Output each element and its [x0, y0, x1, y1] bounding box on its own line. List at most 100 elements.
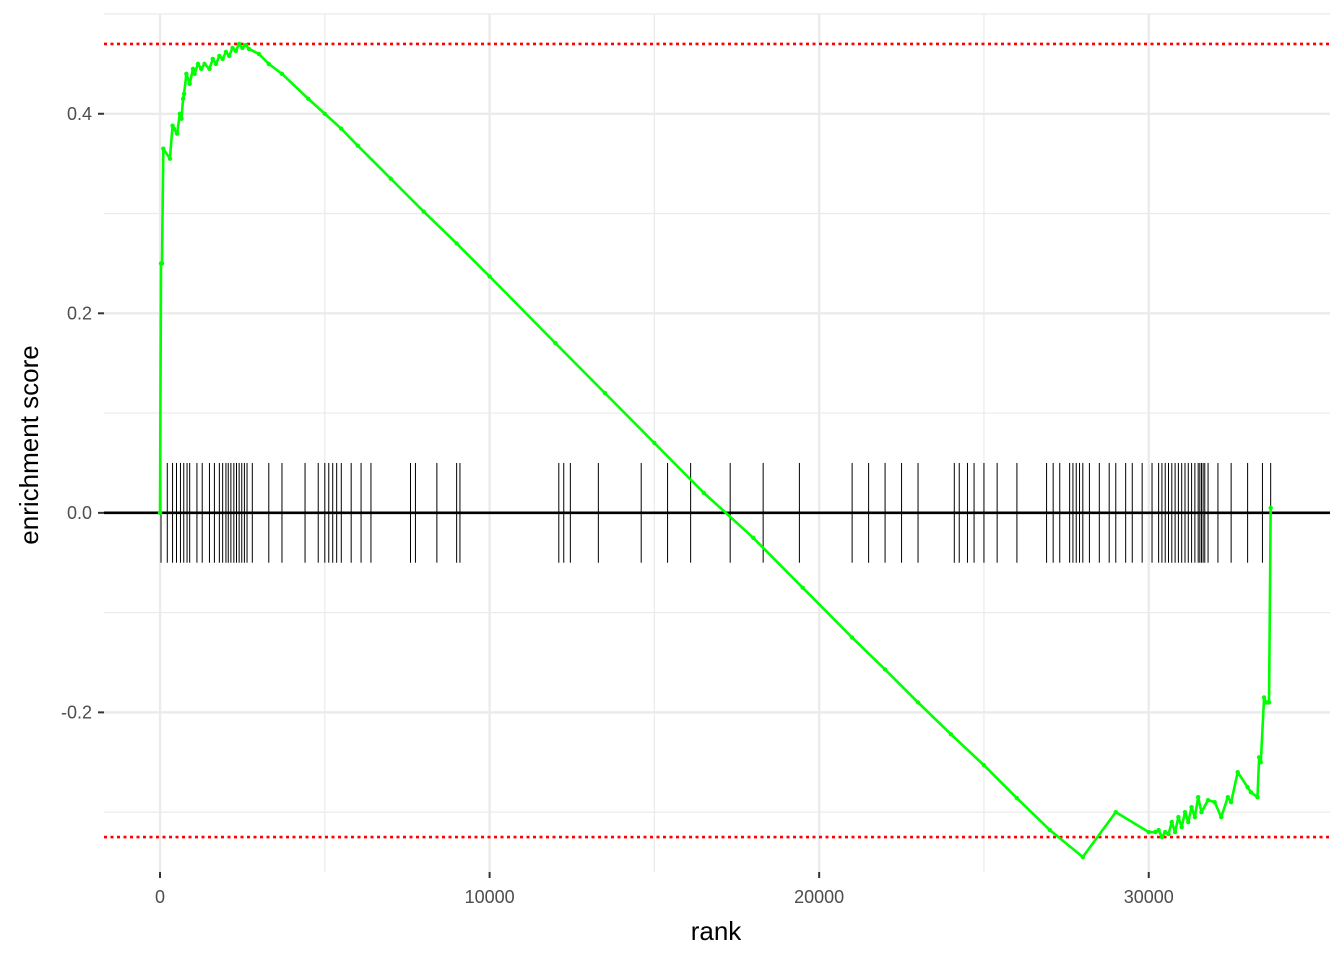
enrichment-point	[322, 111, 328, 116]
enrichment-point	[849, 635, 855, 640]
enrichment-point	[266, 61, 271, 67]
gridlines	[104, 13, 1330, 872]
x-tick-label: 30000	[1124, 887, 1174, 907]
enrichment-point	[1163, 829, 1168, 835]
enrichment-point	[1153, 829, 1158, 835]
enrichment-point	[159, 261, 165, 266]
enrichment-point	[227, 53, 232, 59]
enrichment-point	[981, 763, 987, 768]
enrichment-point	[202, 61, 207, 67]
x-tick-label: 0	[155, 887, 165, 907]
enrichment-point	[1212, 799, 1217, 805]
enrichment-point	[179, 116, 184, 121]
enrichment-point	[223, 49, 229, 55]
enrichment-point	[187, 81, 192, 87]
enrichment-point	[1225, 794, 1231, 800]
enrichment-point	[1258, 760, 1263, 765]
y-tick-label: 0.2	[67, 303, 92, 323]
enrichment-point	[213, 61, 219, 67]
enrichment-point	[192, 71, 197, 77]
enrichment-point	[1235, 770, 1240, 775]
enrichment-point	[1195, 794, 1201, 800]
enrichment-point	[181, 91, 187, 97]
enrichment-point	[948, 732, 954, 737]
enrichment-point	[1248, 789, 1254, 795]
enrichment-point	[230, 45, 235, 51]
enrichment-point	[1179, 824, 1184, 830]
enrichment-point	[240, 45, 245, 51]
enrichment-point	[1189, 804, 1194, 810]
enrichment-point	[1047, 827, 1053, 833]
enrichment-point	[1080, 854, 1086, 860]
enrichment-curve	[157, 41, 1273, 860]
enrichment-point	[1268, 505, 1273, 511]
enrichment-point	[207, 66, 212, 72]
enrichment-point	[487, 274, 492, 279]
enrichment-point	[1156, 827, 1161, 833]
enrichment-point	[1186, 819, 1191, 825]
enrichment-point	[306, 96, 311, 102]
threshold-lines	[104, 42, 1330, 839]
enrichment-point	[882, 667, 888, 672]
enrichment-point	[1205, 797, 1211, 803]
enrichment-point	[1169, 819, 1175, 825]
enrichment-point	[190, 66, 196, 72]
enrichment-point	[1176, 814, 1181, 820]
enrichment-point	[1172, 829, 1178, 835]
enrichment-point	[652, 440, 657, 446]
enrichment-point	[454, 241, 459, 246]
enrichment-point	[355, 143, 360, 148]
y-axis-title: enrichment score	[14, 345, 44, 544]
y-tick-label: 0.4	[67, 104, 92, 124]
enrichment-point	[800, 585, 805, 590]
enrichment-point	[1159, 834, 1165, 840]
enrichment-point	[184, 71, 189, 77]
enrichment-point	[1182, 809, 1188, 815]
enrichment-point	[1261, 695, 1267, 700]
x-tick-label: 10000	[465, 887, 515, 907]
x-tick-label: 20000	[794, 887, 844, 907]
enrichment-point	[1192, 814, 1198, 820]
enrichment-point	[701, 490, 707, 496]
enrichment-point	[177, 111, 183, 116]
enrichment-point	[161, 146, 166, 151]
enrichment-point	[180, 96, 186, 102]
enrichment-point	[388, 176, 393, 181]
enrichment-point	[751, 535, 756, 540]
enrichment-curve-line	[158, 42, 1272, 859]
enrichment-point	[602, 390, 608, 396]
enrichment-point	[171, 126, 177, 131]
y-tick-label: -0.2	[61, 702, 92, 722]
enrichment-point	[1113, 809, 1118, 815]
enrichment-point	[1228, 799, 1234, 805]
enrichment-point	[1199, 809, 1204, 815]
enrichment-point	[167, 156, 173, 161]
enrichment-point	[553, 341, 558, 346]
gene-hit-ticks	[160, 462, 1272, 563]
enrichment-point	[157, 510, 163, 516]
enrichment-point	[195, 61, 201, 67]
enrichment-point	[1255, 794, 1260, 800]
x-axis-title: rank	[691, 916, 743, 946]
axes: 0 10000 20000 30000 -0.2 0.0 0.2 0.4	[61, 104, 1174, 907]
enrichment-point	[1256, 755, 1262, 760]
enrichment-point	[233, 48, 239, 54]
enrichment-point	[246, 46, 252, 52]
enrichment-point	[217, 53, 222, 59]
enrichment-point	[1166, 831, 1171, 837]
enrichment-point	[236, 41, 242, 47]
enrichment-point	[199, 66, 204, 72]
y-tick-label: 0.0	[67, 503, 92, 523]
enrichment-point	[243, 42, 248, 48]
enrichment-point	[210, 56, 215, 62]
enrichment-point	[279, 71, 285, 77]
enrichment-point	[915, 700, 921, 705]
enrichment-point	[174, 131, 180, 136]
enrichment-point	[220, 56, 225, 62]
enrichment-point	[256, 51, 262, 57]
enrichment-point	[421, 209, 426, 214]
enrichment-point	[1245, 784, 1250, 790]
enrichment-point	[1014, 795, 1020, 801]
enrichment-point	[1219, 814, 1224, 820]
